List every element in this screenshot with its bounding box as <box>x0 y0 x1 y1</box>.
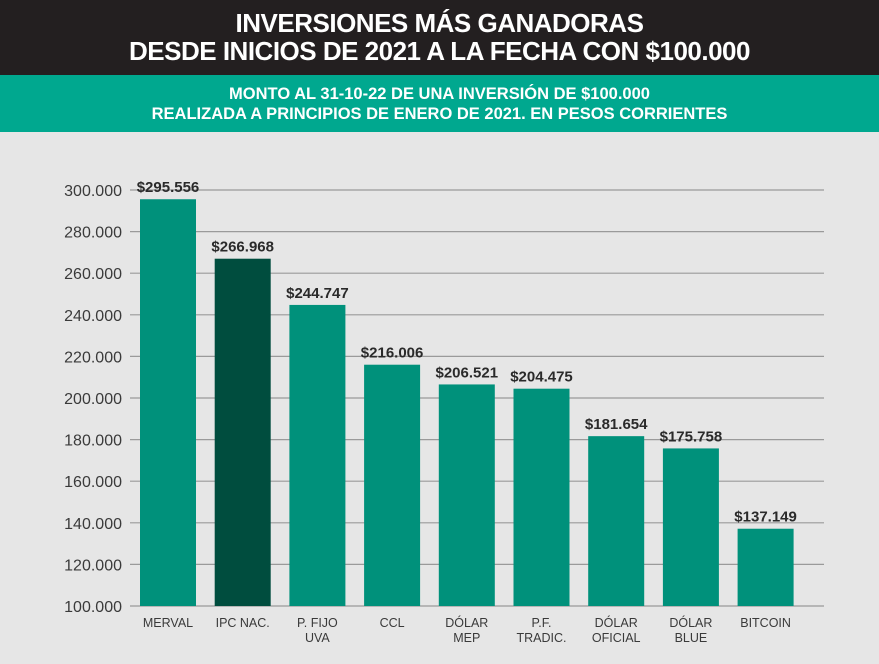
y-tick-label: 240.000 <box>64 308 122 325</box>
x-tick-label: OFICIAL <box>592 631 641 645</box>
x-tick-label: P.F. <box>532 616 552 630</box>
bar <box>438 384 495 606</box>
y-tick-label: 100.000 <box>64 599 122 616</box>
y-tick-label: 120.000 <box>64 557 122 574</box>
bar <box>214 258 271 606</box>
y-tick-label: 160.000 <box>64 474 122 491</box>
x-tick-label: IPC NAC. <box>216 616 270 630</box>
data-label: $244.747 <box>286 285 349 302</box>
title-line-1: INVERSIONES MÁS GANADORAS <box>235 8 644 38</box>
x-tick-label: BLUE <box>675 631 708 645</box>
data-label: $137.149 <box>734 509 797 526</box>
data-label: $216.006 <box>361 345 424 362</box>
x-tick-label: UVA <box>305 631 330 645</box>
y-tick-label: 220.000 <box>64 349 122 366</box>
subtitle-line-2: REALIZADA A PRINCIPIOS DE ENERO DE 2021.… <box>151 105 728 123</box>
y-tick-label: 300.000 <box>64 183 122 200</box>
bar <box>588 436 645 606</box>
bar <box>737 528 794 606</box>
bar <box>662 448 719 606</box>
data-label: $181.654 <box>585 416 648 433</box>
x-tick-label: BITCOIN <box>740 616 791 630</box>
x-tick-label: DÓLAR <box>445 615 488 630</box>
y-tick-label: 140.000 <box>64 516 122 533</box>
subtitle-bar: MONTO AL 31-10-22 DE UNA INVERSIÓN DE $1… <box>0 75 879 132</box>
y-tick-label: 200.000 <box>64 391 122 408</box>
x-tick-label: TRADIC. <box>517 631 567 645</box>
bar <box>364 364 421 606</box>
bar <box>513 388 570 606</box>
data-label: $266.968 <box>211 239 274 256</box>
title-line-2: DESDE INICIOS DE 2021 A LA FECHA CON $10… <box>129 36 750 66</box>
y-tick-label: 260.000 <box>64 266 122 283</box>
data-label: $206.521 <box>436 364 499 381</box>
title-bar: INVERSIONES MÁS GANADORAS DESDE INICIOS … <box>0 0 879 75</box>
bar <box>289 304 346 606</box>
data-label: $295.556 <box>137 179 200 196</box>
subtitle-line-1: MONTO AL 31-10-22 DE UNA INVERSIÓN DE $1… <box>229 85 650 103</box>
x-tick-label: DÓLAR <box>669 615 712 630</box>
data-label: $175.758 <box>660 428 723 445</box>
bar <box>140 199 196 606</box>
data-label: $204.475 <box>510 369 573 386</box>
x-tick-label: MEP <box>453 631 480 645</box>
x-tick-label: DÓLAR <box>595 615 638 630</box>
x-tick-label: MERVAL <box>143 616 193 630</box>
y-tick-label: 280.000 <box>64 225 122 242</box>
y-tick-label: 180.000 <box>64 433 122 450</box>
x-tick-label: CCL <box>380 616 405 630</box>
x-tick-label: P. FIJO <box>297 616 338 630</box>
